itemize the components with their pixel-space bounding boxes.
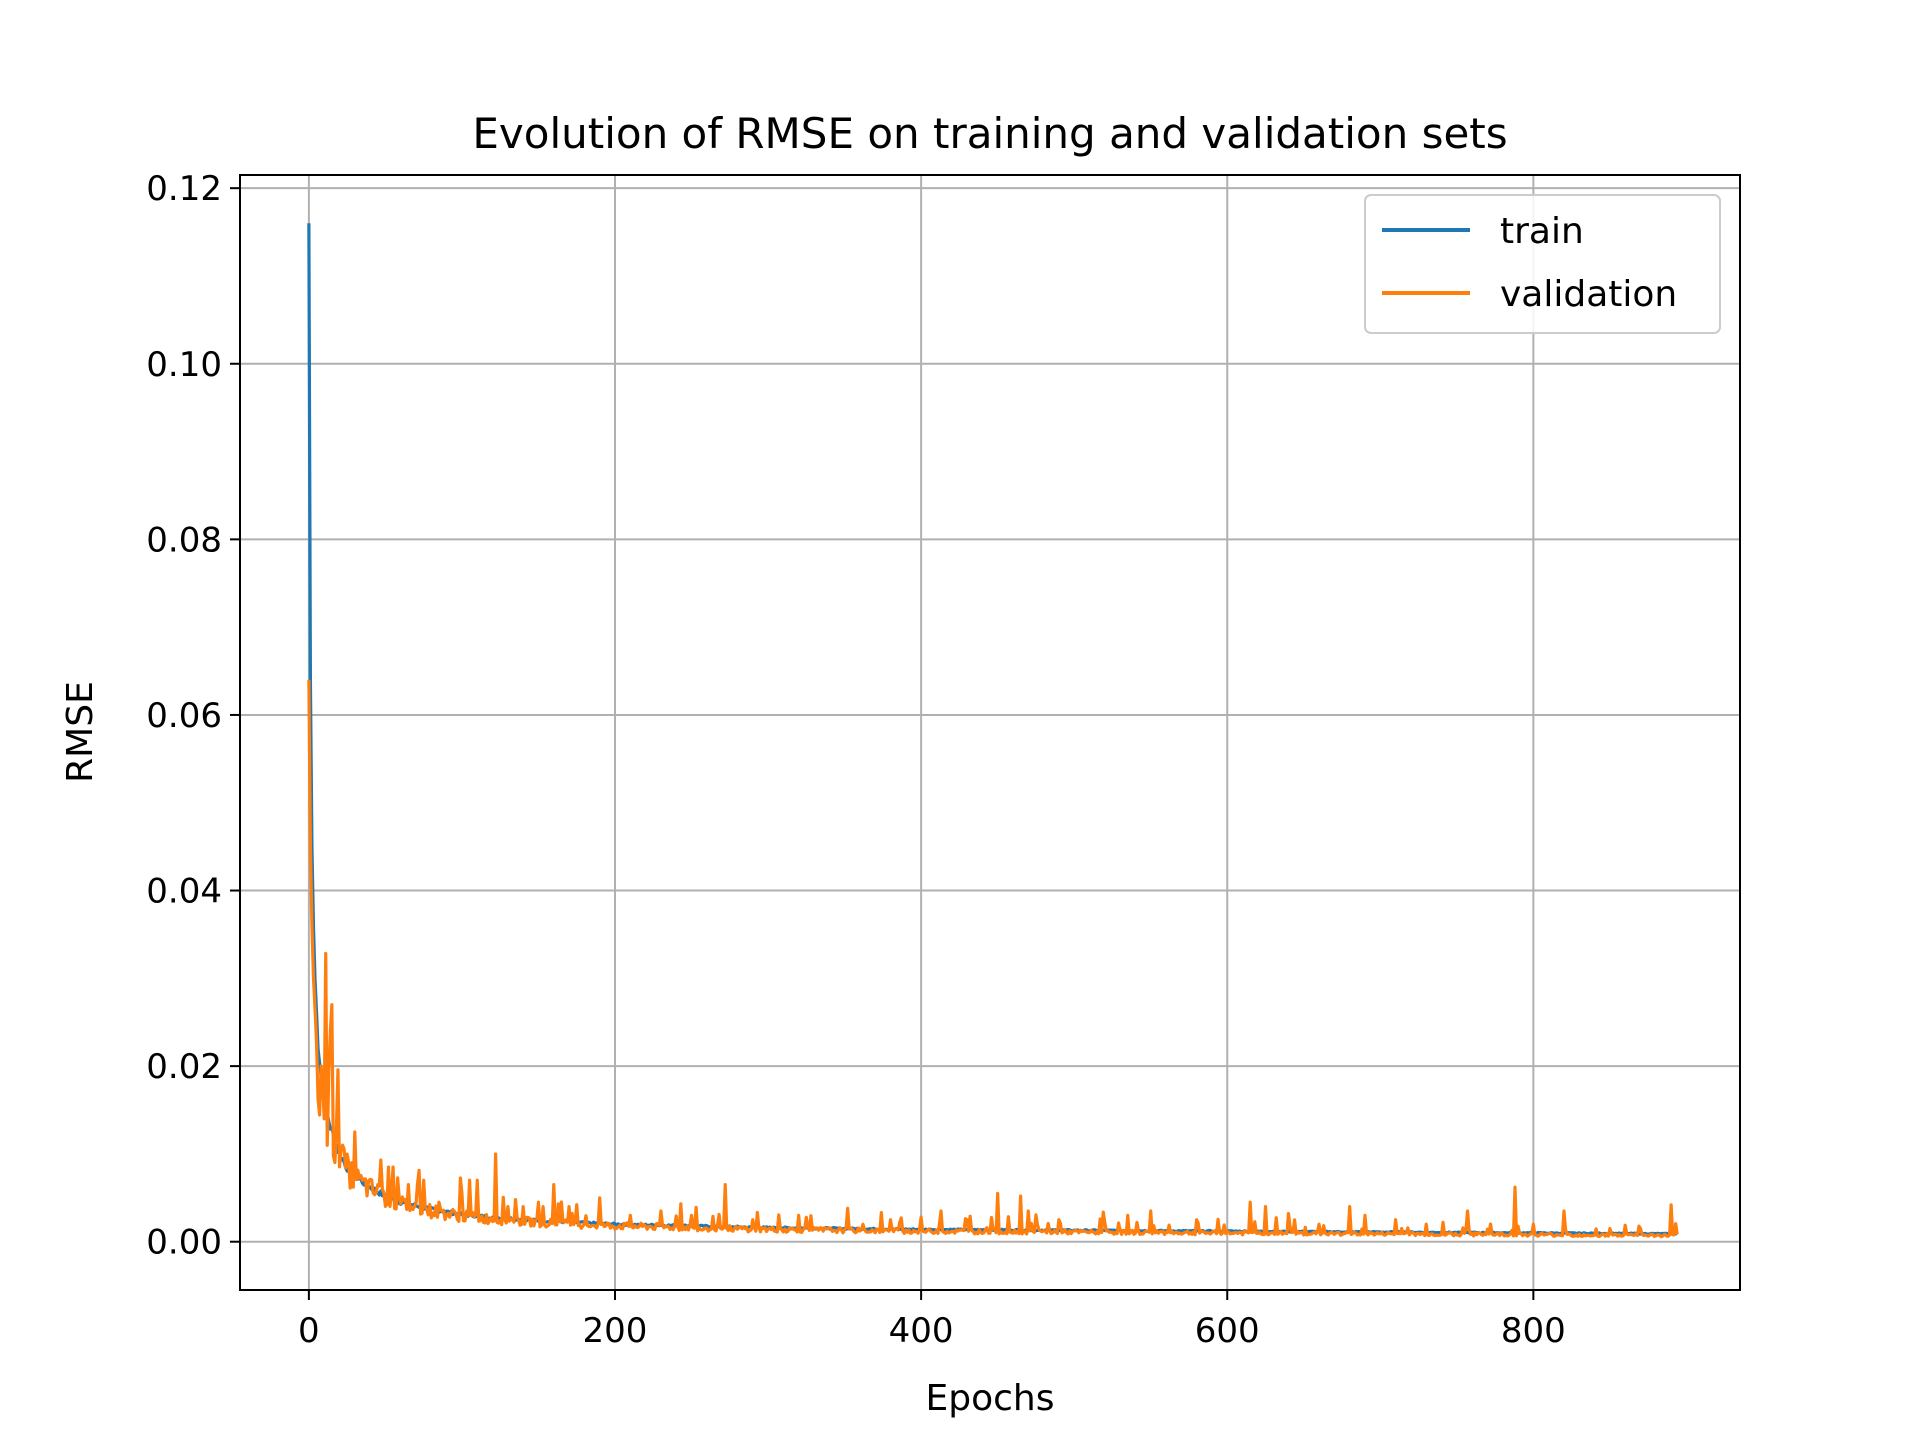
x-tick-label: 800	[1501, 1311, 1566, 1351]
plot-frame	[239, 174, 1741, 1291]
series-layer	[307, 223, 1679, 1239]
y-axis-ticks: 0.00 0.02 0.04 0.06 0.08 0.10 0.12	[146, 169, 240, 1263]
y-tick-label: 0.00	[146, 1223, 222, 1263]
x-axis-label: Epochs	[926, 1378, 1055, 1419]
chart-title: Evolution of RMSE on training and valida…	[472, 109, 1507, 158]
x-tick-label: 600	[1195, 1311, 1260, 1351]
x-axis-ticks: 0 200 400 600 800	[298, 1290, 1566, 1351]
legend-label-validation: validation	[1500, 274, 1677, 315]
y-tick-label: 0.04	[146, 872, 222, 912]
gridlines	[240, 175, 1740, 1290]
y-tick-label: 0.06	[146, 696, 222, 736]
y-tick-label: 0.08	[146, 520, 222, 560]
x-tick-label: 0	[298, 1311, 320, 1351]
legend-label-train: train	[1500, 211, 1584, 252]
x-tick-label: 200	[583, 1311, 648, 1351]
x-tick-label: 400	[889, 1311, 954, 1351]
legend: train validation	[1364, 194, 1721, 334]
series-line-validation	[307, 679, 1679, 1239]
y-tick-label: 0.10	[146, 345, 222, 385]
y-tick-label: 0.12	[146, 169, 222, 209]
y-tick-label: 0.02	[146, 1047, 222, 1087]
y-axis-label: RMSE	[60, 681, 101, 783]
